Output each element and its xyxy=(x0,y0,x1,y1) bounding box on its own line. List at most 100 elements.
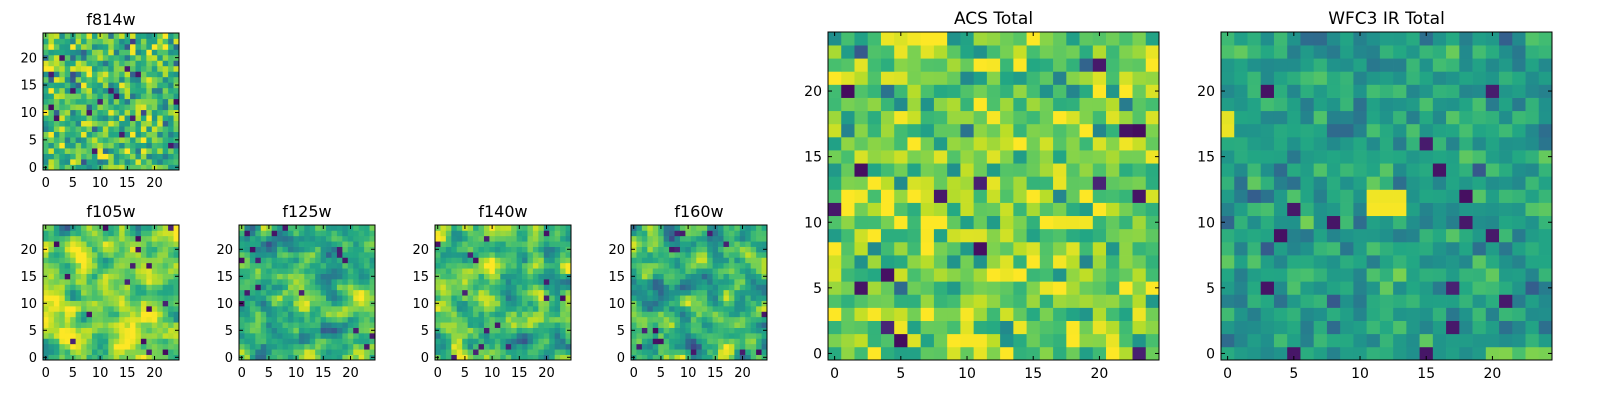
heatmap-cell xyxy=(315,306,321,312)
heatmap-cell xyxy=(97,148,104,154)
heatmap-cell xyxy=(108,148,115,154)
heatmap-cell xyxy=(841,176,855,190)
heatmap-cell xyxy=(527,306,534,312)
heatmap-cell xyxy=(478,289,485,296)
heatmap-cell xyxy=(64,230,71,237)
heatmap-cell xyxy=(532,306,539,312)
heatmap-cell xyxy=(880,45,895,59)
heatmap-cell xyxy=(97,71,104,78)
heatmap-cell xyxy=(108,333,115,339)
heatmap-cell xyxy=(467,311,474,318)
heatmap-cell xyxy=(244,316,251,323)
heatmap-cell xyxy=(933,58,948,72)
heatmap-cell xyxy=(679,241,686,247)
heatmap-cell xyxy=(140,159,147,165)
heatmap-cell xyxy=(151,142,158,149)
heatmap-cell xyxy=(467,257,474,264)
heatmap-cell xyxy=(745,284,752,291)
heatmap-cell xyxy=(43,159,49,165)
heatmap-cell xyxy=(130,153,136,160)
heatmap-cell xyxy=(146,148,153,154)
heatmap-cell xyxy=(505,354,512,361)
heatmap-cell xyxy=(489,252,496,258)
heatmap-cell xyxy=(277,257,283,264)
heatmap-cell xyxy=(494,354,501,361)
heatmap-cell xyxy=(91,354,98,361)
x-tick-label: 20 xyxy=(734,366,751,381)
heatmap-cell xyxy=(674,333,681,339)
heatmap-cell xyxy=(549,327,556,334)
heatmap-cell xyxy=(1287,32,1301,46)
heatmap-cell xyxy=(1406,320,1420,335)
heatmap-cell xyxy=(658,284,664,291)
heatmap-cell xyxy=(522,279,528,285)
heatmap-cell xyxy=(146,65,153,72)
heatmap-cell xyxy=(1119,294,1133,308)
heatmap-cell xyxy=(255,273,262,280)
heatmap-cell xyxy=(119,262,125,269)
heatmap-cell xyxy=(1119,215,1133,230)
heatmap-cell xyxy=(81,246,87,253)
heatmap-cell xyxy=(701,257,708,264)
heatmap-cell xyxy=(315,333,321,339)
heatmap-cell xyxy=(315,300,321,307)
heatmap-cell xyxy=(1221,268,1235,282)
heatmap-cell xyxy=(1273,241,1288,256)
heatmap-cell xyxy=(1353,255,1367,269)
heatmap-cell xyxy=(91,71,98,78)
heatmap-cell xyxy=(505,268,512,274)
heatmap-cell xyxy=(1326,110,1341,125)
heatmap-cell xyxy=(1119,150,1133,164)
heatmap-cell xyxy=(260,316,267,323)
heatmap-cell xyxy=(1406,346,1420,361)
heatmap-cell xyxy=(494,289,501,296)
heatmap-cell xyxy=(168,354,174,361)
heatmap-cell xyxy=(960,97,974,112)
heatmap-cell xyxy=(1234,228,1248,243)
heatmap-cell xyxy=(451,322,458,328)
heatmap-cell xyxy=(64,349,71,355)
heatmap-cell xyxy=(130,262,136,269)
heatmap-cell xyxy=(1092,202,1107,217)
heatmap-cell xyxy=(1419,268,1434,282)
heatmap-cell xyxy=(701,225,708,231)
heatmap-cell xyxy=(701,284,708,291)
heatmap-cell xyxy=(1221,71,1235,85)
heatmap-cell xyxy=(658,300,664,307)
heatmap-cell xyxy=(102,311,109,318)
heatmap-cell xyxy=(347,333,354,339)
heatmap-cell xyxy=(1234,333,1248,348)
heatmap-cell xyxy=(647,316,654,323)
heatmap-cell xyxy=(168,142,174,149)
heatmap-cell xyxy=(342,230,349,237)
heatmap-cell xyxy=(53,93,60,100)
heatmap-cell xyxy=(1459,189,1473,203)
heatmap-cell xyxy=(91,82,98,89)
heatmap-cell xyxy=(1446,123,1460,138)
heatmap-cell xyxy=(867,215,882,230)
heatmap-cell xyxy=(907,281,922,295)
heatmap-cell xyxy=(1260,97,1275,112)
heatmap-cell xyxy=(1326,307,1341,321)
heatmap-cell xyxy=(728,284,735,291)
heatmap-cell xyxy=(86,289,93,296)
heatmap-cell xyxy=(761,322,768,328)
heatmap-cell xyxy=(516,257,523,264)
heatmap-cell xyxy=(473,327,479,334)
heatmap-cell xyxy=(712,257,719,264)
heatmap-cell xyxy=(298,322,305,328)
heatmap-cell xyxy=(151,38,158,45)
heatmap-cell xyxy=(1106,333,1120,348)
heatmap-cell xyxy=(532,262,539,269)
heatmap-cell xyxy=(97,93,104,100)
heatmap-cell xyxy=(1026,202,1041,217)
heatmap-cell xyxy=(369,225,376,231)
heatmap-cell xyxy=(315,273,321,280)
heatmap-cell xyxy=(102,104,109,111)
heatmap-cell xyxy=(500,225,507,231)
heatmap-cell xyxy=(1499,281,1513,295)
heatmap-cell xyxy=(745,289,752,296)
heatmap-cell xyxy=(358,354,365,361)
heatmap-cell xyxy=(113,148,120,154)
heatmap-cell xyxy=(690,230,697,237)
